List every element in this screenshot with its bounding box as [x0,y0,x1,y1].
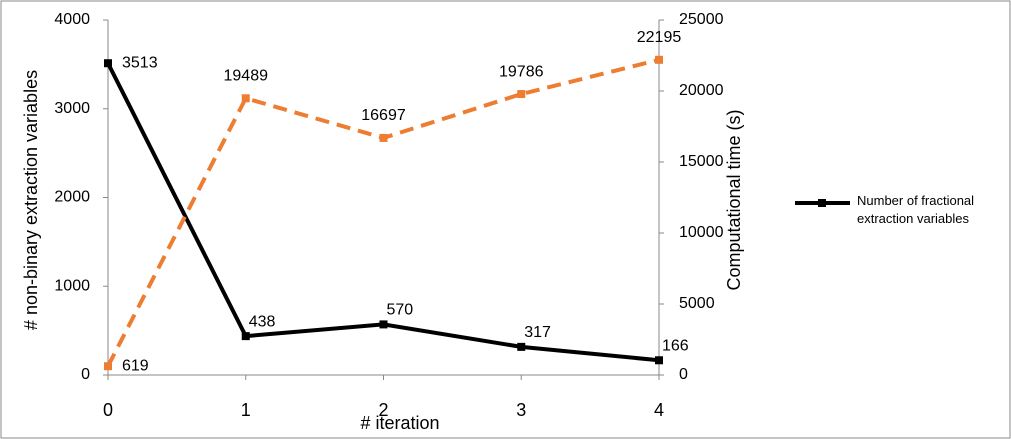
y-tick-label: 3000 [54,100,90,117]
point [104,59,112,68]
x-tick-label: 2 [378,400,388,420]
data-label: 317 [524,324,551,341]
x-tick-label: 4 [654,400,664,420]
data-label: 16697 [361,107,406,124]
point [655,55,663,64]
point [517,90,526,99]
data-label: 19489 [224,67,269,84]
y2-tick-label: 15000 [679,153,724,170]
y2-tick-label: 20000 [679,82,724,99]
y2-tick-label: 0 [679,366,688,383]
x-axis-title: # iteration [360,413,439,433]
y-axis-title: # non-binary extraction variables [21,70,41,330]
y-tick-label: 1000 [54,277,90,294]
point [379,320,388,329]
point [104,362,112,371]
legend-label: Number of fractional extraction variable… [857,193,975,226]
y-tick-label: 4000 [54,11,90,28]
x-tick-label: 1 [241,400,251,420]
x-tick-label: 3 [516,400,526,420]
data-label: 570 [387,302,414,319]
data-label: 619 [122,357,149,374]
y-tick-label: 2000 [54,189,90,206]
y2-axis-title: Computational time (s) [724,109,744,290]
y2-tick-label: 5000 [679,295,715,312]
data-label: 22195 [637,29,682,46]
data-label: 166 [662,337,689,354]
data-label: 3513 [122,54,158,71]
data-label: 19786 [499,63,544,80]
x-tick-label: 0 [103,400,113,420]
y2-tick-label: 10000 [679,224,724,241]
y-tick-label: 0 [81,366,90,383]
point [517,342,526,351]
point [379,133,388,142]
data-label: 438 [249,313,276,330]
point [241,94,250,103]
point [655,356,663,365]
y2-tick-label: 25000 [679,11,724,28]
point [241,332,250,341]
legend-marker [818,199,826,207]
